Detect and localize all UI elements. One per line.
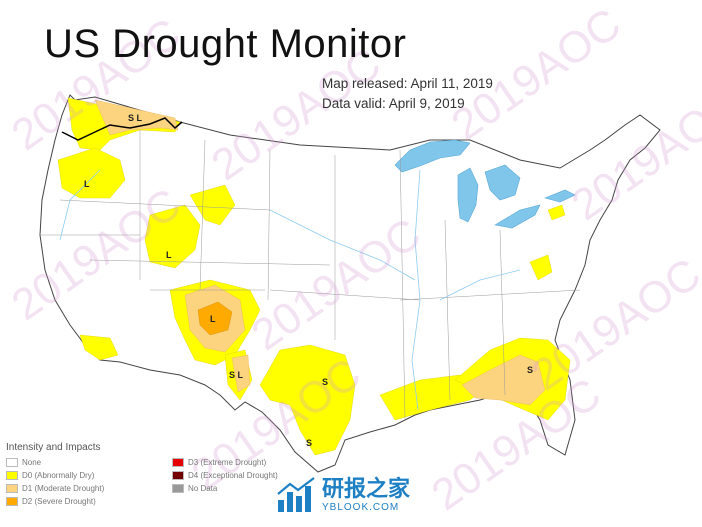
d2-region (197, 301, 233, 336)
impact-label: S (322, 377, 328, 387)
legend-swatch (172, 484, 184, 493)
legend-title: Intensity and Impacts (6, 442, 101, 453)
impact-label: L (166, 250, 172, 260)
legend-item: No Data (172, 484, 217, 493)
impact-boundary (61, 117, 183, 141)
legend-item: D2 (Severe Drought) (6, 497, 96, 506)
rivers (59, 169, 521, 411)
legend-item: None (6, 458, 41, 467)
lake-superior (394, 139, 471, 173)
impact-label: S (306, 438, 312, 448)
legend-swatch (6, 471, 18, 480)
impact-label: S L (229, 370, 244, 380)
legend-item: D4 (Exceptional Drought) (172, 471, 278, 480)
impact-label: L (210, 314, 216, 324)
page-title: US Drought Monitor (44, 22, 407, 66)
data-valid-date: Data valid: April 9, 2019 (322, 96, 465, 111)
legend-swatch (6, 458, 18, 467)
impact-label: S L (128, 113, 143, 123)
lake-ontario (544, 189, 576, 203)
impact-label: S (527, 365, 533, 375)
legend-item: D0 (Abnormally Dry) (6, 471, 94, 480)
lake-michigan (457, 167, 479, 223)
legend-swatch (6, 484, 18, 493)
legend-swatch (172, 458, 184, 467)
impact-label: L (84, 179, 90, 189)
legend-swatch (172, 471, 184, 480)
legend-swatch (6, 497, 18, 506)
legend-item: D3 (Extreme Drought) (172, 458, 266, 467)
lake-erie (494, 204, 541, 229)
logo-name: 研报之家 (322, 476, 411, 502)
lake-huron (484, 164, 521, 201)
logo-url: YBLOOK.COM (322, 501, 400, 513)
site-logo: 研报之家 YBLOOK.COM (276, 476, 410, 514)
legend-item: D1 (Moderate Drought) (6, 484, 104, 493)
state-lines (40, 130, 581, 421)
bar-chart-logo-icon (277, 477, 315, 512)
map-released-date: Map released: April 11, 2019 (322, 76, 493, 91)
